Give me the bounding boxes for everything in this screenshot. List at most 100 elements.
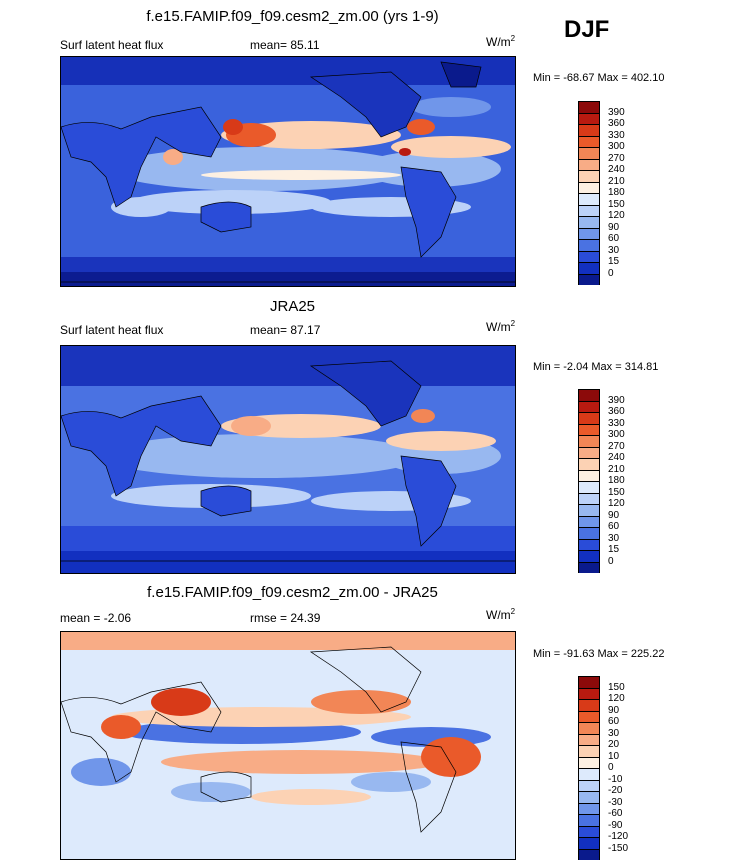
colorbar-swatch xyxy=(578,435,600,447)
colorbar-tick-label: -90 xyxy=(608,819,623,831)
panel3-map xyxy=(60,631,516,860)
colorbar-swatch xyxy=(578,756,600,768)
colorbar-swatch xyxy=(578,446,600,458)
panel3-map-svg xyxy=(61,632,515,859)
colorbar-tick-label: 120 xyxy=(608,693,625,704)
colorbar-swatch xyxy=(578,492,600,504)
colorbar-swatch xyxy=(578,423,600,435)
colorbar-swatch xyxy=(578,170,600,182)
colorbar-tick-label: 240 xyxy=(608,164,625,175)
colorbar-swatch xyxy=(578,101,600,113)
season-label: DJF xyxy=(564,16,610,43)
colorbar-swatch xyxy=(578,193,600,205)
colorbar-tick-label: 330 xyxy=(608,129,625,141)
colorbar-swatch xyxy=(578,699,600,711)
colorbar-swatch xyxy=(578,515,600,527)
colorbar-tick-label: 0 xyxy=(608,762,614,773)
colorbar-tick-label: 120 xyxy=(608,210,625,221)
panel2-title: JRA25 xyxy=(269,298,316,315)
colorbar-tick-label: 180 xyxy=(608,475,625,486)
colorbar-swatch xyxy=(578,158,600,170)
colorbar-swatch xyxy=(578,250,600,262)
panel1-units: W/m2 xyxy=(486,34,516,49)
panel2-units: W/m2 xyxy=(486,319,516,334)
panel2-map-svg xyxy=(61,346,515,573)
colorbar-tick-label: 180 xyxy=(608,187,625,198)
colorbar-swatch xyxy=(578,135,600,147)
colorbar-swatch xyxy=(578,273,600,285)
panel1-variable-label: Surf latent heat flux xyxy=(60,38,164,52)
colorbar-swatch xyxy=(578,779,600,791)
panel1-mean-label: mean= 85.11 xyxy=(250,38,320,52)
colorbar-swatch xyxy=(578,791,600,803)
colorbar-swatch xyxy=(578,814,600,826)
colorbar-swatch xyxy=(578,227,600,239)
colorbar-swatch xyxy=(578,400,600,412)
colorbar-swatch xyxy=(578,768,600,780)
colorbar-swatch xyxy=(578,538,600,550)
panel2-variable-label: Surf latent heat flux xyxy=(60,323,164,337)
colorbar-swatch xyxy=(578,239,600,251)
panel3-units: W/m2 xyxy=(486,607,516,622)
colorbar-tick-label: -30 xyxy=(608,796,623,808)
colorbar-swatch xyxy=(578,837,600,849)
colorbar-swatch xyxy=(578,481,600,493)
colorbar-swatch xyxy=(578,262,600,274)
colorbar-tick-label: 390 xyxy=(608,394,625,406)
colorbar-tick-label: -60 xyxy=(608,808,623,819)
panel2-minmax: Min = -2.04 Max = 314.81 xyxy=(533,361,659,373)
colorbar-tick-label: 150 xyxy=(608,198,625,210)
panel1-colorbar: 390 360 330 300 270 240 210 180 150 120 90 60 30 15 0 xyxy=(578,101,625,285)
colorbar-tick-label: 30 xyxy=(608,244,620,256)
colorbar-tick-label: -120 xyxy=(608,831,629,842)
panel1-title: f.e15.FAMIP.f09_f09.cesm2_zm.00 (yrs 1-9… xyxy=(146,8,439,25)
colorbar-tick-label: 30 xyxy=(608,532,620,544)
colorbar-tick-label: 390 xyxy=(608,106,625,118)
colorbar-tick-label: -10 xyxy=(608,773,623,785)
colorbar-swatch xyxy=(578,204,600,216)
colorbar-tick-label: -150 xyxy=(608,842,629,854)
panel1-minmax: Min = -68.67 Max = 402.10 xyxy=(533,72,665,84)
colorbar-tick-label: 10 xyxy=(608,750,620,762)
colorbar-tick-label: 15 xyxy=(608,256,620,267)
colorbar-swatch xyxy=(578,469,600,481)
colorbar-swatch xyxy=(578,181,600,193)
colorbar-swatch xyxy=(578,802,600,814)
colorbar-tick-label: 0 xyxy=(608,267,614,279)
colorbar-swatch xyxy=(578,687,600,699)
colorbar-swatch xyxy=(578,216,600,228)
colorbar-tick-label: 120 xyxy=(608,498,625,509)
colorbar-tick-label: 60 xyxy=(608,521,620,532)
panel2-mean-label: mean= 87.17 xyxy=(250,323,321,337)
colorbar-swatch xyxy=(578,458,600,470)
colorbar-swatch xyxy=(578,124,600,136)
colorbar-swatch xyxy=(578,733,600,745)
colorbar-tick-label: 60 xyxy=(608,716,620,727)
panel3-mean-label: mean = -2.06 xyxy=(60,611,132,625)
colorbar-swatch xyxy=(578,550,600,562)
colorbar-tick-label: 90 xyxy=(608,509,620,521)
colorbar-swatch xyxy=(578,527,600,539)
panel1-map xyxy=(60,56,516,287)
colorbar-swatch xyxy=(578,504,600,516)
colorbar-swatch xyxy=(578,722,600,734)
colorbar-tick-label: 210 xyxy=(608,463,625,475)
colorbar-swatch xyxy=(578,825,600,837)
colorbar-tick-label: 240 xyxy=(608,452,625,463)
colorbar-tick-label: 150 xyxy=(608,486,625,498)
panel3-title: f.e15.FAMIP.f09_f09.cesm2_zm.00 - JRA25 xyxy=(147,584,438,601)
colorbar-tick-label: 360 xyxy=(608,406,625,417)
colorbar-swatch xyxy=(578,848,600,860)
panel2-colorbar: 390 360 330 300 270 240 210 180 150 120 90 60 30 15 0 xyxy=(578,389,625,573)
panel2-map xyxy=(60,345,516,574)
colorbar-swatch xyxy=(578,112,600,124)
colorbar-tick-label: 90 xyxy=(608,704,620,716)
colorbar-tick-label: 90 xyxy=(608,221,620,233)
colorbar-tick-label: 60 xyxy=(608,233,620,244)
colorbar-swatch xyxy=(578,389,600,401)
colorbar-tick-label: 270 xyxy=(608,152,625,164)
colorbar-tick-label: 300 xyxy=(608,429,625,440)
panel1-map-svg xyxy=(61,57,515,286)
colorbar-tick-label: 360 xyxy=(608,118,625,129)
panel3-minmax: Min = -91.63 Max = 225.22 xyxy=(533,648,665,660)
